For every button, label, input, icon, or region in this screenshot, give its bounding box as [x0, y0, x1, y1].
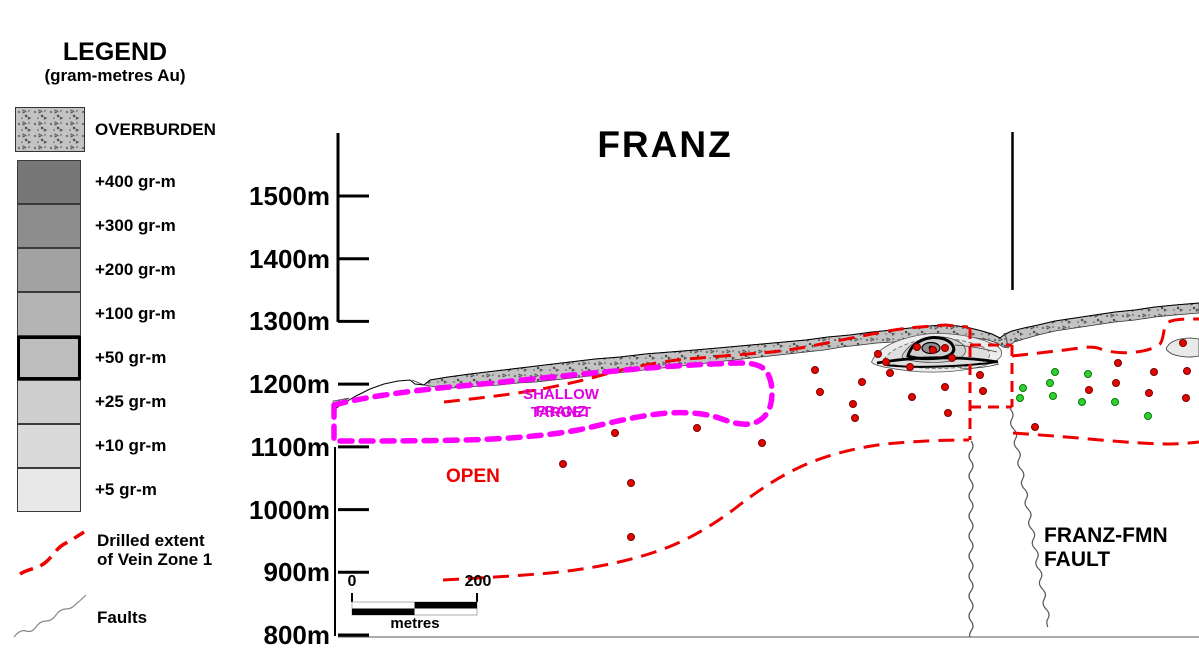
drill-intercept-red: [858, 378, 866, 386]
drill-intercept-red: [944, 409, 952, 417]
drill-intercept-red: [941, 383, 949, 391]
elevation-label-1200m: 1200m: [249, 369, 330, 400]
legend-title: LEGEND: [62, 38, 168, 66]
drill-intercept-red: [693, 424, 701, 432]
drill-intercept-green: [1111, 398, 1119, 406]
drill-intercept-red: [816, 388, 824, 396]
legend-grade-label: +100 gr-m: [95, 304, 176, 323]
legend-overburden-label: OVERBURDEN: [95, 120, 216, 139]
scale-bar-unit-label: metres: [390, 615, 440, 632]
elevation-label-900m: 900m: [263, 557, 331, 588]
legend-grade-label: +10 gr-m: [95, 436, 167, 455]
drill-intercept-green: [1078, 398, 1086, 406]
drill-intercept-red: [627, 479, 635, 487]
drill-intercept-green: [1046, 379, 1054, 387]
elevation-ticks: [338, 194, 369, 637]
legend-grade-stack: +400 gr-m +300 gr-m +200 gr-m +100 gr-m +50 …: [17, 160, 257, 512]
section-title: FRANZ: [597, 124, 733, 165]
drill-intercept-red: [1112, 379, 1120, 387]
drill-intercept-red: [886, 369, 894, 377]
scale-bar: [351, 593, 478, 616]
shallow-franz-target-label-line1: SHALLOW FRANZ: [523, 386, 599, 420]
drilled-extent-legend-label: Drilled extent of Vein Zone 1: [97, 531, 212, 569]
drill-intercept-red: [627, 533, 635, 541]
drill-intercept-red: [874, 350, 882, 358]
drill-intercept-red: [908, 393, 916, 401]
drill-intercept-red: [913, 343, 921, 351]
legend-swatch-+50-gr-m: [17, 336, 81, 380]
legend-swatch-+5-gr-m: [17, 468, 81, 512]
legend-swatch-+300-gr-m: [17, 204, 81, 248]
legend-grade-label: +300 gr-m: [95, 216, 176, 235]
franz-fmn-fault-label-line1: FRANZ-FMN: [1044, 524, 1168, 547]
topography-line: [332, 302, 1199, 411]
drill-intercept-red: [1031, 423, 1039, 431]
vein-zone-1-outline: [442, 317, 1199, 582]
drill-intercept-red: [1145, 389, 1153, 397]
faults-legend-symbol: [13, 594, 87, 638]
elevation-label-1400m: 1400m: [249, 243, 330, 274]
drilled-extent-label-line1: Drilled extent: [97, 531, 205, 550]
faults-legend-label: Faults: [97, 608, 148, 627]
drill-intercept-red: [1179, 339, 1187, 347]
legend-subtitle: (gram-metres Au): [44, 66, 186, 85]
elevation-label-1100m: 1100m: [250, 431, 330, 462]
drill-intercept-green: [1051, 368, 1059, 376]
drill-intercept-green: [1019, 384, 1027, 392]
drill-intercept-green: [1016, 394, 1024, 402]
legend-grade-label: +50 gr-m: [95, 348, 167, 367]
drilled-extent-label-line2: of Vein Zone 1: [97, 550, 213, 569]
shallow-franz-target-outline: [331, 360, 775, 444]
legend-grade-label: +200 gr-m: [95, 260, 176, 279]
drill-intercept-red: [1114, 359, 1122, 367]
drill-intercept-red: [882, 358, 890, 366]
elevation-label-1500m: 1500m: [249, 181, 330, 211]
small-contour-blob: [1165, 337, 1199, 358]
drill-intercept-red: [1182, 394, 1190, 402]
drill-intercept-red: [1085, 386, 1093, 394]
elevation-label-1300m: 1300m: [249, 306, 330, 337]
drill-intercept-red: [611, 429, 619, 437]
drill-intercept-red: [559, 460, 567, 468]
drill-intercept-red: [811, 366, 819, 374]
drill-intercept-red: [1183, 367, 1191, 375]
franz-fmn-fault-label-line2: FAULT: [1044, 548, 1111, 571]
scale-bar-200-label: 200: [464, 573, 492, 590]
drill-intercept-red: [758, 439, 766, 447]
shallow-franz-target-label-line2: TARGET: [530, 404, 592, 421]
drilled-extent-legend-symbol: [19, 530, 85, 576]
drill-intercept-red: [849, 400, 857, 408]
drill-intercept-red: [929, 346, 937, 354]
legend-grade-label: +25 gr-m: [95, 392, 167, 411]
legend-swatch-+400-gr-m: [17, 160, 81, 204]
drill-intercept-red: [941, 344, 949, 352]
elevation-label-1000m: 1000m: [249, 494, 330, 525]
legend-swatch-+25-gr-m: [17, 380, 81, 424]
drill-intercept-red: [948, 354, 956, 362]
legend-swatch-+10-gr-m: [17, 424, 81, 468]
drill-intercept-green: [1084, 370, 1092, 378]
elevation-label-800m: 800m: [263, 619, 331, 650]
drill-intercept-red: [851, 414, 859, 422]
drill-intercept-red: [976, 371, 984, 379]
drill-intercept-red: [979, 387, 987, 395]
drill-intercept-green: [1049, 392, 1057, 400]
drill-intercept-red: [1150, 368, 1158, 376]
open-label: OPEN: [446, 466, 500, 487]
legend-overburden-swatch: [15, 107, 85, 152]
drill-intercept-green: [1144, 412, 1152, 420]
legend-grade-label: +400 gr-m: [95, 172, 176, 191]
legend-grade-label: +5 gr-m: [95, 480, 157, 499]
legend-swatch-+200-gr-m: [17, 248, 81, 292]
legend-swatch-+100-gr-m: [17, 292, 81, 336]
overburden-band: [411, 302, 1199, 389]
scale-bar-zero-label: 0: [347, 573, 357, 590]
drill-intercept-red: [906, 363, 914, 371]
